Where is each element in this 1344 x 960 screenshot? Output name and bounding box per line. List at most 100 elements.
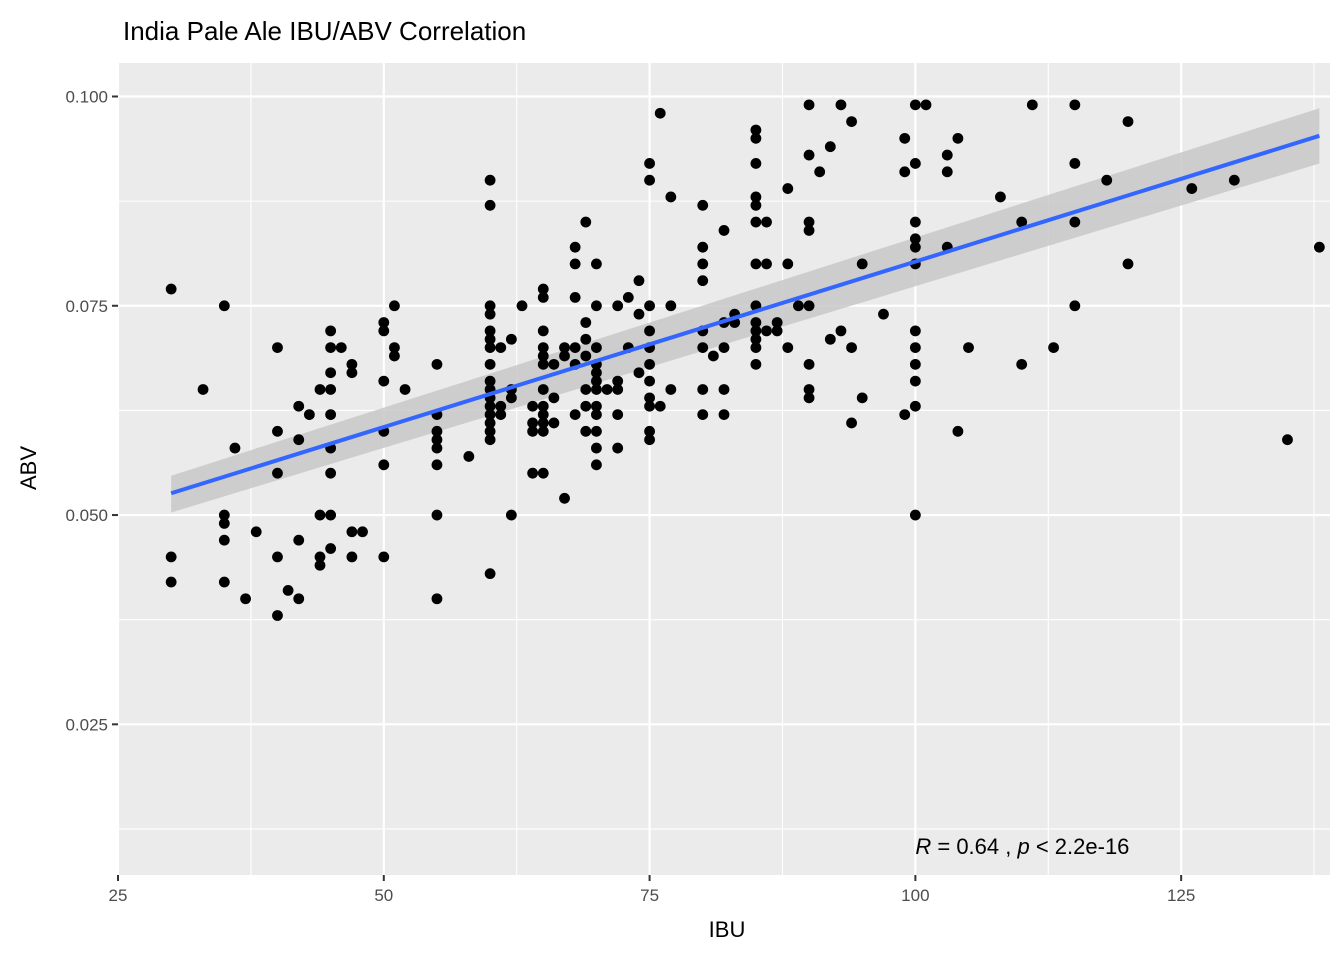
data-point (484, 375, 496, 387)
data-point (909, 233, 921, 245)
data-point (644, 425, 655, 437)
data-point (218, 509, 230, 521)
data-point (537, 291, 549, 303)
data-point (314, 551, 326, 563)
data-point (814, 166, 826, 178)
data-point (644, 358, 655, 370)
r-value-text: = 0.64 , (931, 834, 1017, 859)
data-point (644, 325, 655, 337)
data-point (750, 333, 762, 345)
data-point (389, 342, 400, 354)
data-point (346, 358, 358, 370)
data-point (644, 392, 655, 404)
data-point (165, 551, 177, 563)
data-point (909, 325, 921, 337)
data-point (314, 384, 326, 395)
data-point (1069, 158, 1081, 169)
data-point (484, 358, 496, 370)
data-point (824, 141, 836, 153)
data-point (431, 358, 443, 370)
data-point (633, 308, 645, 320)
data-point (580, 333, 592, 345)
x-tick-label: 50 (374, 886, 393, 905)
data-point (1069, 300, 1081, 312)
y-tick-labels: 0.025 0.050 0.075 0.100 (65, 87, 108, 734)
x-tick-labels: 25 50 75 100 125 (109, 886, 1196, 905)
data-point (803, 392, 815, 404)
data-point (899, 166, 911, 178)
data-point (750, 358, 762, 370)
data-point (314, 509, 326, 521)
data-point (909, 216, 921, 228)
data-point (846, 116, 857, 127)
data-point (909, 99, 921, 111)
data-point (622, 291, 634, 303)
data-point (218, 576, 230, 588)
data-point (782, 342, 794, 354)
data-point (899, 409, 911, 420)
data-point (537, 384, 549, 395)
data-point (909, 375, 921, 387)
data-point (644, 434, 655, 446)
data-point (484, 199, 496, 211)
data-point (644, 375, 655, 387)
data-point (878, 308, 889, 320)
data-point (378, 459, 390, 471)
data-point (591, 375, 602, 387)
data-point (527, 400, 539, 412)
data-point (580, 425, 592, 437)
data-point (197, 384, 209, 395)
data-point (761, 325, 772, 337)
data-point (803, 300, 815, 312)
x-tick-label: 75 (640, 886, 659, 905)
data-point (909, 400, 921, 412)
data-point (580, 384, 592, 395)
data-point (484, 409, 496, 420)
data-point (909, 158, 921, 169)
data-point (665, 191, 677, 203)
data-point (580, 350, 592, 362)
data-point (803, 99, 815, 111)
data-point (633, 367, 645, 379)
data-point (1228, 174, 1240, 186)
data-point (537, 400, 549, 412)
data-point (250, 526, 262, 538)
data-point (325, 384, 337, 395)
data-point (325, 342, 337, 354)
data-point (793, 300, 804, 312)
data-point (750, 199, 762, 211)
data-point (1048, 342, 1059, 354)
data-point (335, 342, 347, 354)
data-point (484, 300, 496, 312)
data-point (697, 241, 709, 253)
data-point (707, 350, 719, 362)
data-point (484, 400, 496, 412)
data-point (591, 425, 602, 437)
x-tick-label: 125 (1167, 886, 1195, 905)
data-point (537, 325, 549, 337)
data-point (240, 593, 251, 605)
data-point (272, 342, 283, 354)
data-point (559, 342, 570, 354)
data-point (537, 417, 549, 429)
data-point (484, 325, 496, 337)
data-point (718, 225, 730, 236)
data-point (1016, 216, 1028, 228)
data-point (293, 434, 305, 446)
y-axis-title: ABV (16, 446, 41, 490)
data-point (1026, 99, 1038, 111)
data-point (718, 342, 730, 354)
data-point (846, 417, 857, 429)
data-point (920, 99, 932, 111)
data-point (1016, 358, 1028, 370)
data-point (431, 509, 443, 521)
data-point (484, 333, 496, 345)
data-point (537, 342, 549, 354)
data-point (484, 568, 496, 580)
data-point (1069, 99, 1081, 111)
data-point (654, 107, 666, 119)
data-point (484, 342, 496, 354)
data-point (516, 300, 528, 312)
